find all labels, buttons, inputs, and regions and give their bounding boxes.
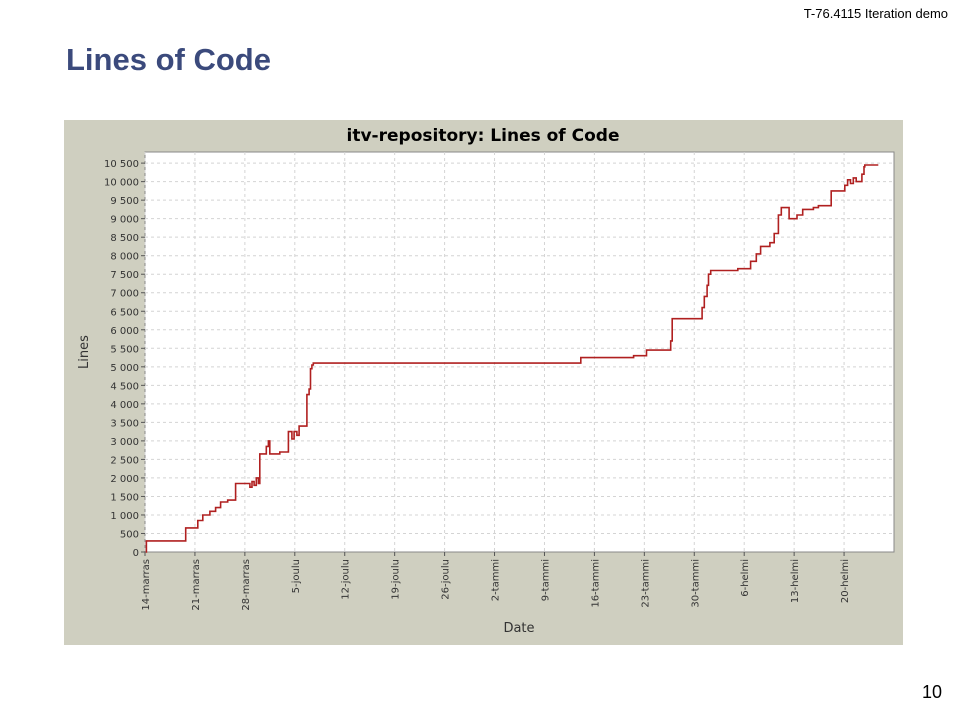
x-tick-label: 21-marras — [191, 559, 202, 611]
y-axis-label: Lines — [77, 335, 92, 369]
y-tick-label: 5 000 — [110, 363, 139, 374]
y-tick-label: 500 — [120, 529, 139, 540]
x-tick-label: 23-tammi — [640, 559, 651, 608]
y-tick-label: 6 500 — [110, 307, 139, 318]
y-tick-label: 4 000 — [110, 400, 139, 411]
x-tick-label: 26-joulu — [441, 559, 452, 600]
x-tick-label: 14-marras — [141, 559, 152, 611]
x-tick-label: 13-helmi — [790, 559, 801, 603]
page-number: 10 — [921, 682, 942, 702]
x-tick-label: 30-tammi — [690, 559, 701, 608]
y-tick-label: 8 500 — [110, 233, 139, 244]
series-layer — [145, 164, 879, 553]
grid-lines — [144, 152, 894, 552]
x-tick-label: 19-joulu — [391, 559, 402, 600]
x-tick-label: 20-helmi — [840, 559, 851, 603]
chart-title: itv-repository: Lines of Code — [347, 126, 620, 146]
y-tick-label: 8 000 — [110, 252, 139, 263]
chart-panel: itv-repository: Lines of Code 0 500 1 000 1… — [64, 120, 903, 645]
y-tick-label: 2 500 — [110, 455, 139, 466]
y-tick-label: 0 — [133, 548, 139, 559]
y-tick-label: 9 000 — [110, 215, 139, 226]
y-tick-label: 2 000 — [110, 474, 139, 485]
x-tick-label: 16-tammi — [590, 559, 601, 608]
slide-header-note: T-76.4115 Iteration demo — [803, 6, 948, 21]
y-tick-label: 5 500 — [110, 344, 139, 355]
y-tick-label: 9 500 — [110, 196, 139, 207]
y-tick-label: 10 500 — [104, 159, 139, 170]
y-tick-label: 7 500 — [110, 270, 139, 281]
x-tick-label: 5-joulu — [291, 559, 302, 593]
y-tick-label: 10 000 — [104, 178, 139, 189]
y-tick-label: 6 000 — [110, 326, 139, 337]
y-tick-label: 4 500 — [110, 381, 139, 392]
y-axis-ticks: 0 500 1 000 1 500 2 000 2 500 3 000 3 500 4 000 4… — [104, 159, 145, 559]
y-tick-label: 1 000 — [110, 511, 139, 522]
x-axis-label: Date — [503, 621, 534, 636]
y-tick-label: 3 500 — [110, 418, 139, 429]
y-tick-label: 7 000 — [110, 289, 139, 300]
y-tick-label: 3 000 — [110, 437, 139, 448]
x-tick-label: 28-marras — [241, 559, 252, 611]
x-tick-label: 9-tammi — [540, 559, 551, 601]
series-line — [145, 164, 879, 553]
x-axis-ticks: 14-marras 21-marras 28-marras 5-joulu 12-jou… — [141, 552, 851, 611]
y-tick-label: 1 500 — [110, 492, 139, 503]
slide-title: Lines of Code — [66, 42, 271, 77]
x-tick-label: 12-joulu — [341, 559, 352, 600]
lines-of-code-chart: itv-repository: Lines of Code 0 500 1 000 1… — [77, 126, 895, 636]
x-tick-label: 6-helmi — [740, 559, 751, 597]
x-tick-label: 2-tammi — [491, 559, 502, 601]
